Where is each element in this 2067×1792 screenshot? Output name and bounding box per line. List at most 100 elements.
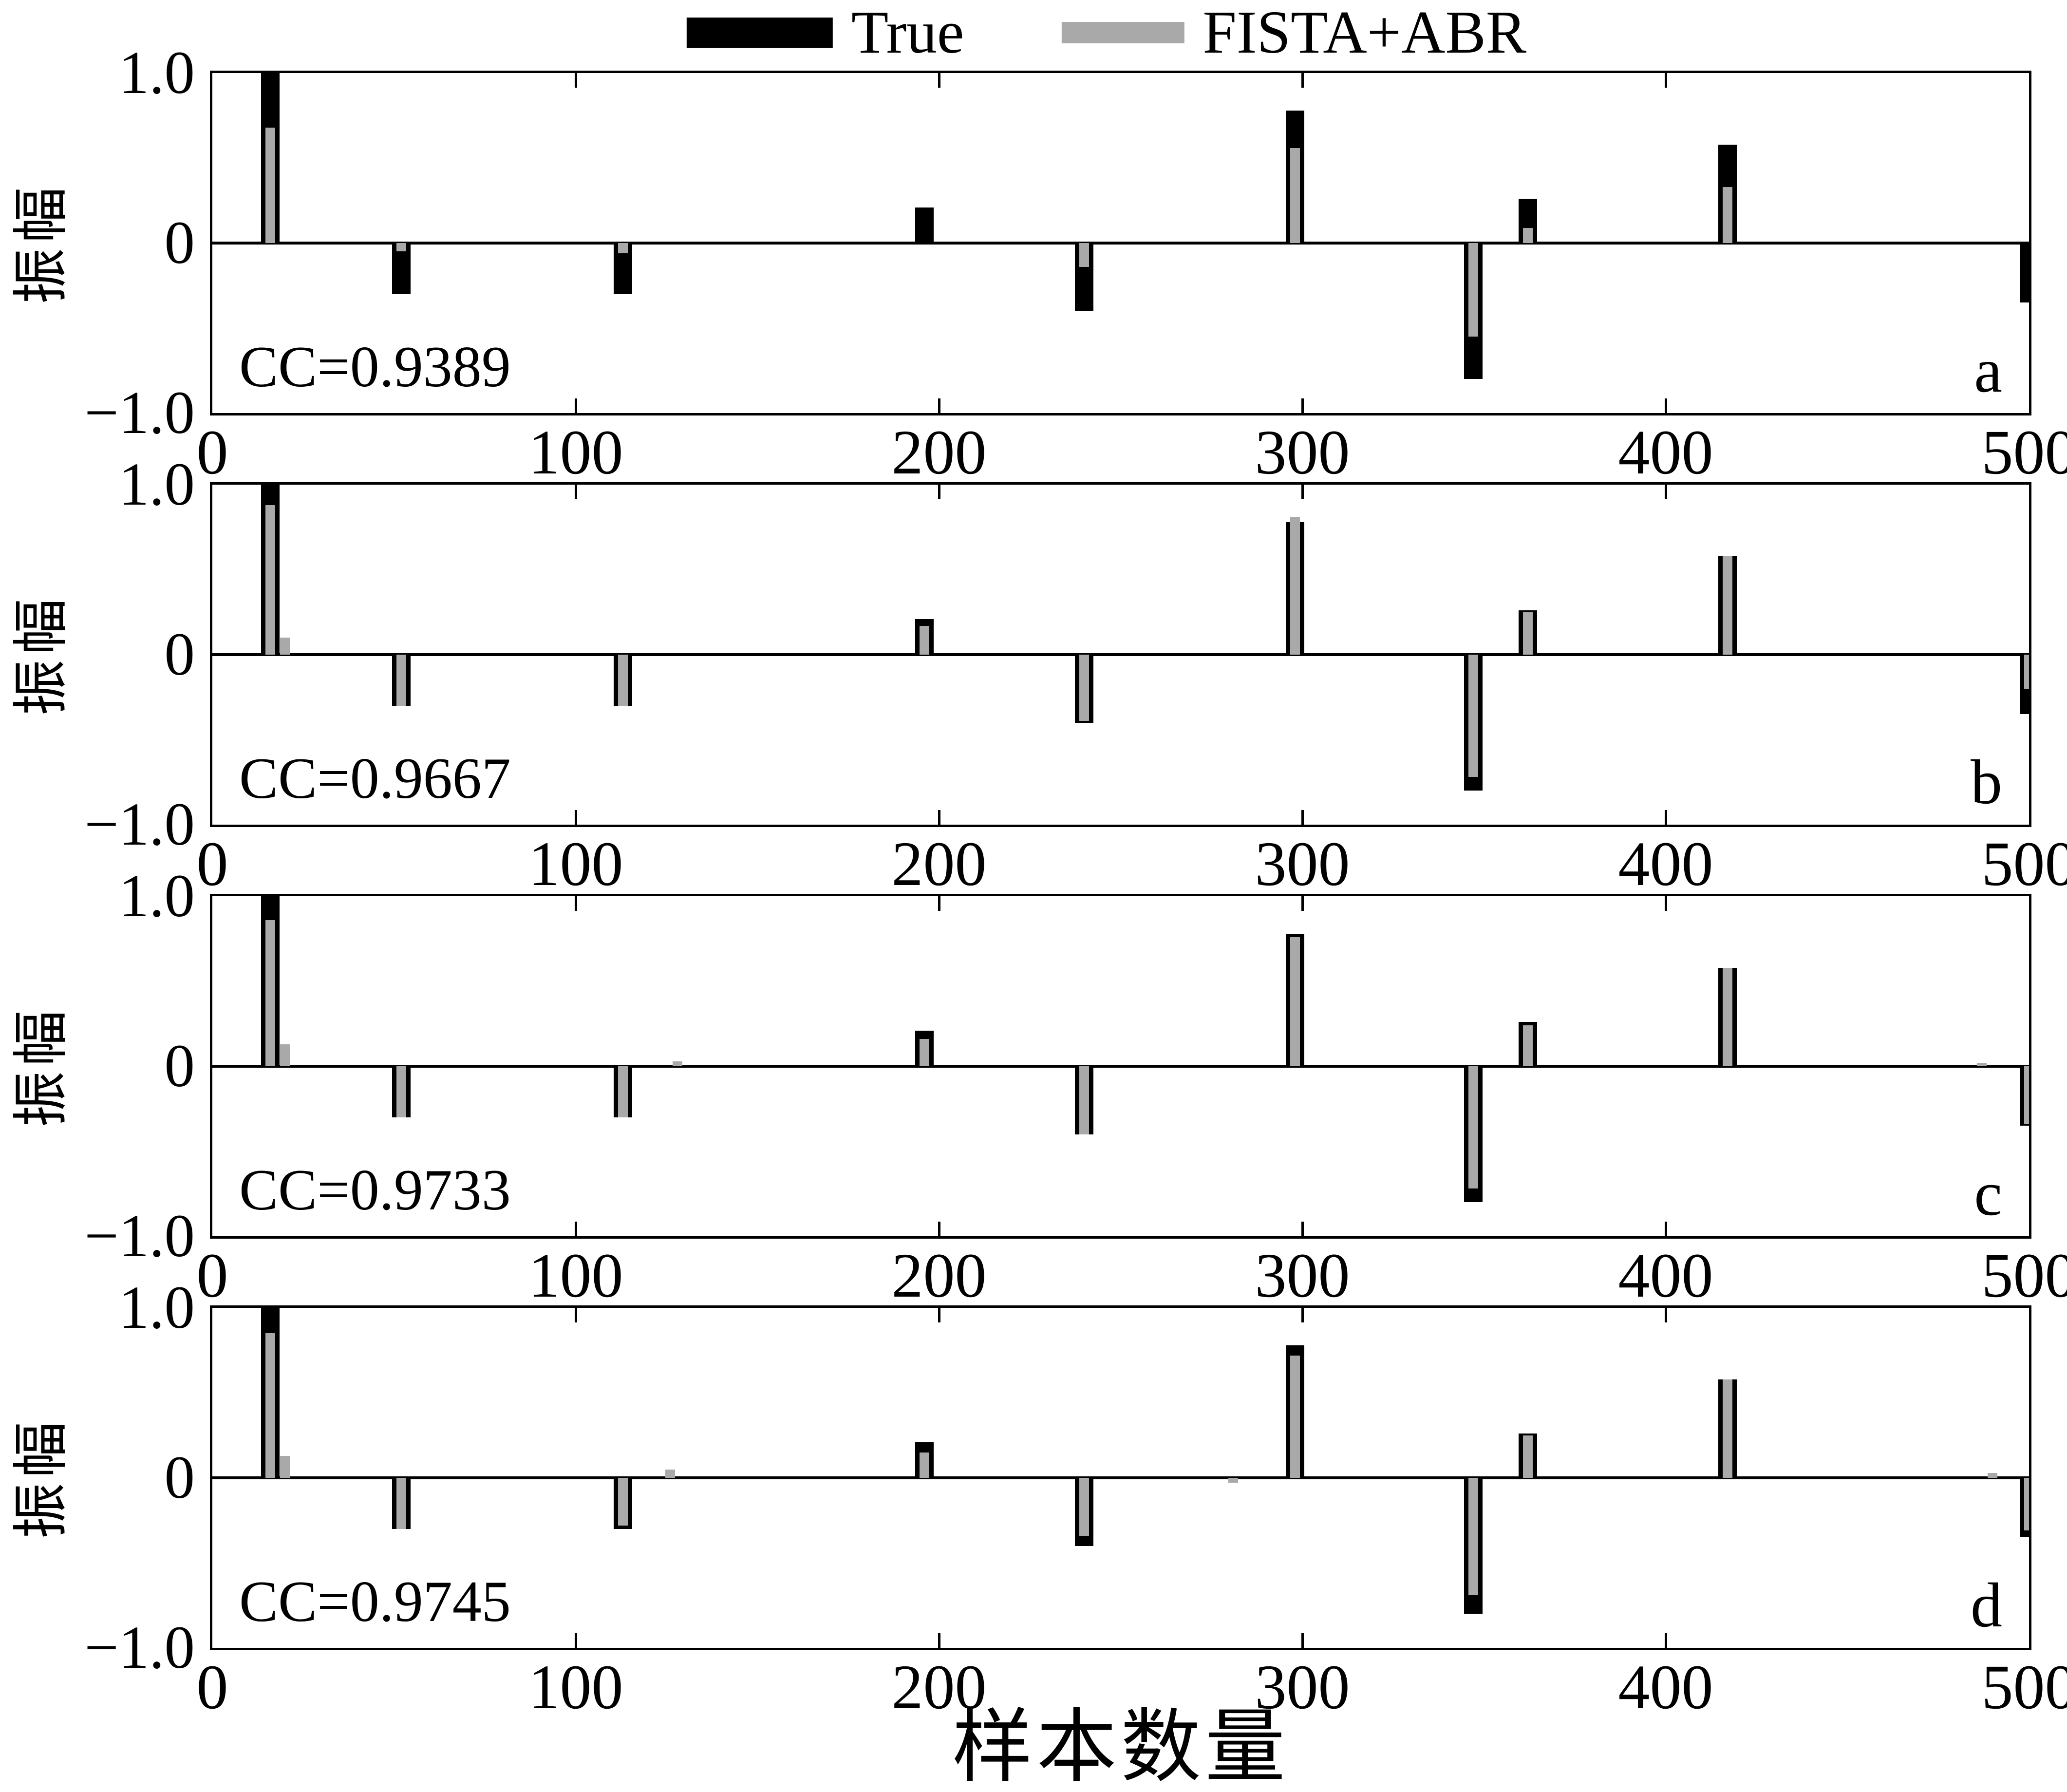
bar-fista bbox=[920, 626, 929, 655]
zero-axis-line bbox=[212, 242, 2029, 245]
x-tick-mark bbox=[1665, 1633, 1667, 1648]
zero-axis-line bbox=[212, 653, 2029, 656]
bar-fista bbox=[920, 1452, 929, 1478]
bar-fista bbox=[265, 920, 275, 1066]
zero-axis-line bbox=[212, 1476, 2029, 1479]
legend-entry-true: True bbox=[687, 2, 964, 63]
bar-fista bbox=[2024, 655, 2031, 689]
bar-fista bbox=[1723, 1379, 1732, 1478]
y-tick-label: 0 bbox=[0, 1036, 195, 1097]
x-tick-mark bbox=[1301, 1308, 1304, 1322]
y-tick-label: 1.0 bbox=[0, 866, 195, 927]
bar-fista bbox=[2024, 1066, 2031, 1124]
bar-fista bbox=[396, 1066, 406, 1117]
x-tick-mark bbox=[575, 896, 577, 911]
x-tick-label: 500 bbox=[1982, 831, 2067, 897]
x-tick-label: 300 bbox=[1255, 1243, 1350, 1309]
x-tick-mark bbox=[1665, 485, 1667, 499]
bar-fista bbox=[1290, 517, 1300, 655]
plot-area-b: CC=0.9667 b bbox=[210, 482, 2031, 827]
bar-fista bbox=[1079, 655, 1089, 721]
bar-fista bbox=[618, 1066, 628, 1117]
legend-swatch-true bbox=[687, 18, 833, 48]
x-tick-mark bbox=[575, 1308, 577, 1322]
x-tick-label: 300 bbox=[1255, 831, 1350, 897]
x-tick-mark bbox=[1301, 485, 1304, 499]
bar-fista bbox=[673, 1061, 682, 1066]
x-tick-label: 200 bbox=[892, 420, 987, 486]
x-tick-label: 200 bbox=[892, 1243, 987, 1309]
bar-fista bbox=[280, 1044, 290, 1066]
cc-value-c: CC=0.9733 bbox=[239, 1161, 511, 1219]
x-tick-mark bbox=[1301, 810, 1304, 825]
bar-fista bbox=[1468, 1478, 1478, 1595]
x-tick-mark bbox=[575, 810, 577, 825]
bar-fista bbox=[920, 1039, 929, 1066]
plot-area-c: CC=0.9733 c bbox=[210, 894, 2031, 1239]
x-tick-mark bbox=[575, 485, 577, 499]
bar-fista bbox=[665, 1470, 675, 1478]
bar-fista bbox=[280, 638, 290, 655]
bar-fista bbox=[1228, 1478, 1238, 1483]
legend-label-true: True bbox=[851, 2, 964, 63]
x-axis-label: 样本数量 bbox=[212, 1707, 2029, 1788]
bar-fista bbox=[2024, 1478, 2031, 1530]
bar-fista bbox=[1988, 1473, 1997, 1478]
x-tick-mark bbox=[938, 1308, 940, 1322]
bar-fista bbox=[618, 243, 628, 253]
cc-value-b: CC=0.9667 bbox=[239, 749, 511, 808]
x-tick-label: 100 bbox=[528, 1243, 623, 1309]
plot-area-a: CC=0.9389 a bbox=[210, 71, 2031, 415]
x-tick-label: 400 bbox=[1618, 420, 1713, 486]
cc-value-a: CC=0.9389 bbox=[239, 338, 511, 396]
x-tick-mark bbox=[1665, 810, 1667, 825]
x-tick-label: 100 bbox=[528, 420, 623, 486]
x-tick-mark bbox=[938, 896, 940, 911]
bar-fista bbox=[618, 1478, 628, 1526]
bar-fista bbox=[396, 655, 406, 706]
panel-letter-b: b bbox=[1971, 751, 2002, 814]
bar-fista bbox=[396, 243, 406, 251]
bar-true bbox=[915, 207, 934, 243]
x-tick-label: 200 bbox=[892, 831, 987, 897]
bar-fista bbox=[618, 655, 628, 706]
x-tick-mark bbox=[1665, 1222, 1667, 1236]
cc-value-d: CC=0.9745 bbox=[239, 1572, 511, 1631]
bar-fista bbox=[1290, 148, 1300, 243]
x-tick-label: 100 bbox=[528, 831, 623, 897]
x-tick-mark bbox=[575, 73, 577, 88]
x-tick-mark bbox=[1665, 896, 1667, 911]
x-tick-label: 300 bbox=[1255, 420, 1350, 486]
bar-fista bbox=[265, 505, 275, 655]
bar-fista bbox=[280, 1456, 290, 1478]
plot-area-d: CC=0.9745 d bbox=[210, 1305, 2031, 1650]
zero-axis-line bbox=[212, 1065, 2029, 1068]
x-tick-mark bbox=[938, 485, 940, 499]
y-tick-label: 0 bbox=[0, 213, 195, 274]
x-tick-label: 500 bbox=[1982, 1243, 2067, 1309]
bar-fista bbox=[1977, 1063, 1987, 1066]
panel-letter-d: d bbox=[1971, 1574, 2002, 1637]
x-tick-mark bbox=[938, 810, 940, 825]
panel-letter-c: c bbox=[1974, 1162, 2002, 1226]
bar-fista bbox=[265, 1333, 275, 1478]
x-tick-label: 500 bbox=[1982, 420, 2067, 486]
bar-fista bbox=[1079, 243, 1089, 267]
y-tick-label: 1.0 bbox=[0, 43, 195, 104]
bar-true bbox=[2020, 243, 2031, 302]
x-tick-mark bbox=[575, 398, 577, 413]
y-tick-label: 0 bbox=[0, 624, 195, 685]
y-tick-label: 0 bbox=[0, 1448, 195, 1509]
y-tick-label: 1.0 bbox=[0, 1278, 195, 1339]
x-tick-mark bbox=[938, 1222, 940, 1236]
x-tick-mark bbox=[575, 1222, 577, 1236]
x-tick-mark bbox=[938, 398, 940, 413]
x-tick-mark bbox=[938, 73, 940, 88]
bar-fista bbox=[1290, 1356, 1300, 1478]
